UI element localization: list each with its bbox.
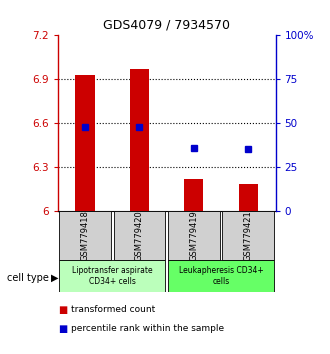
Text: GSM779421: GSM779421 bbox=[244, 210, 253, 261]
Bar bbox=[130, 69, 149, 211]
Text: ■: ■ bbox=[58, 324, 67, 333]
Text: ■: ■ bbox=[58, 305, 67, 315]
Bar bbox=[168, 211, 220, 260]
Text: GSM779419: GSM779419 bbox=[189, 210, 198, 261]
Bar bbox=[114, 211, 165, 260]
Text: Lipotransfer aspirate
CD34+ cells: Lipotransfer aspirate CD34+ cells bbox=[72, 267, 152, 286]
Bar bbox=[76, 75, 94, 211]
Text: transformed count: transformed count bbox=[71, 305, 155, 314]
Text: ▶: ▶ bbox=[51, 273, 59, 283]
Bar bbox=[59, 260, 165, 292]
Bar bbox=[168, 260, 274, 292]
Text: GSM779420: GSM779420 bbox=[135, 210, 144, 261]
Text: GSM779418: GSM779418 bbox=[81, 210, 89, 261]
Bar bbox=[222, 211, 274, 260]
Text: Leukapheresis CD34+
cells: Leukapheresis CD34+ cells bbox=[179, 267, 263, 286]
Bar bbox=[239, 184, 258, 211]
Bar bbox=[59, 211, 111, 260]
Text: cell type: cell type bbox=[7, 273, 49, 283]
Bar bbox=[184, 178, 203, 211]
Title: GDS4079 / 7934570: GDS4079 / 7934570 bbox=[103, 18, 230, 32]
Text: percentile rank within the sample: percentile rank within the sample bbox=[71, 324, 224, 333]
